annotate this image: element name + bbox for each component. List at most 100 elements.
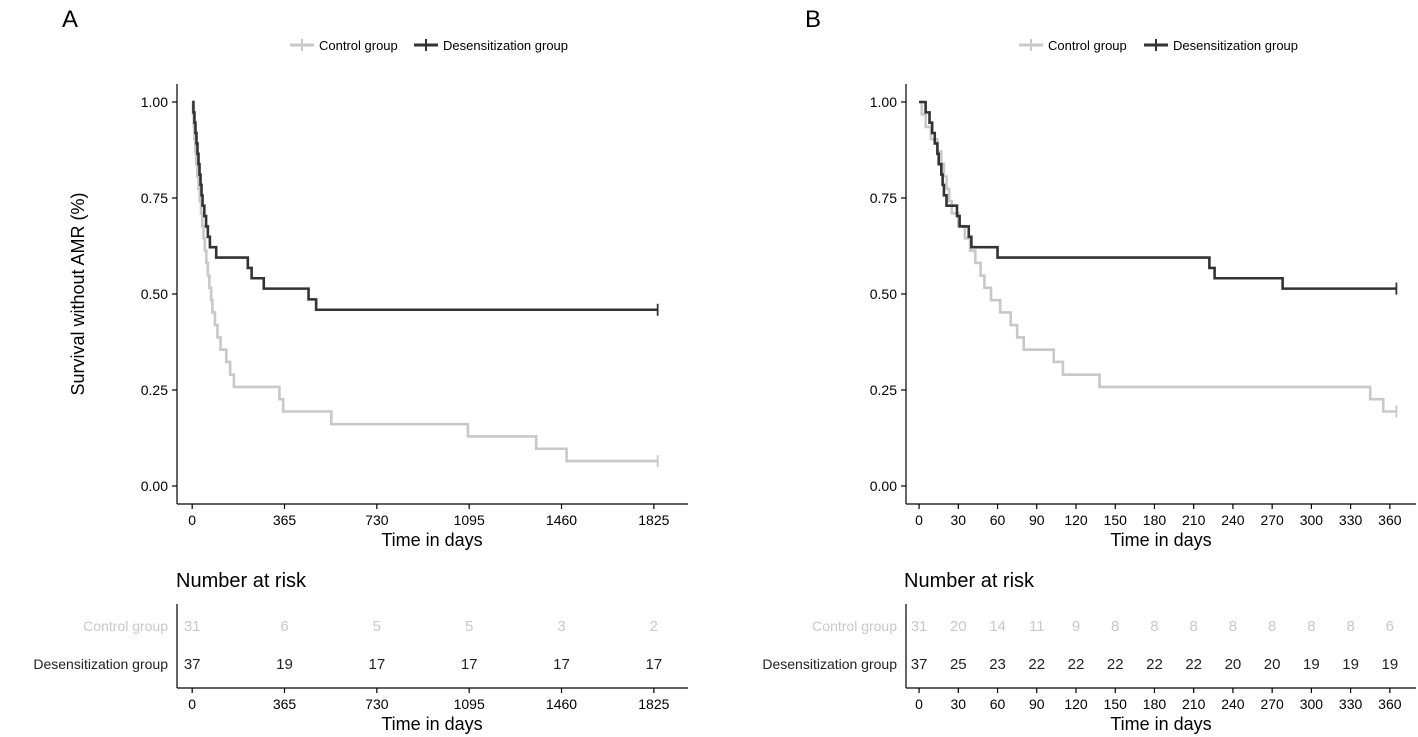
- x-tick-label: 0: [915, 512, 923, 528]
- risk-x-tick-label: 150: [1104, 696, 1128, 712]
- risk-row-label-control: Control group: [812, 618, 897, 634]
- risk-value-desensitization: 17: [461, 656, 478, 673]
- risk-value-desensitization: 22: [1146, 656, 1163, 673]
- risk-value-desensitization: 17: [646, 656, 663, 673]
- risk-value-control: 20: [950, 618, 967, 635]
- x-tick-label: 240: [1221, 512, 1245, 528]
- risk-value-desensitization: 19: [1342, 656, 1359, 673]
- risk-x-tick-label: 0: [188, 696, 196, 712]
- risk-value-desensitization: 22: [1107, 656, 1124, 673]
- risk-value-control: 6: [280, 618, 288, 635]
- y-tick-label: 0.00: [870, 478, 897, 494]
- risk-value-control: 8: [1268, 618, 1276, 635]
- risk-table: Number at risk Control group Desensitiza…: [762, 570, 1416, 734]
- survival-curves: [919, 100, 1398, 418]
- risk-value-desensitization: 22: [1028, 656, 1045, 673]
- risk-x-tick-label: 330: [1339, 696, 1363, 712]
- y-tick-label: 0.75: [870, 190, 897, 206]
- x-tick-label: 180: [1143, 512, 1167, 528]
- panel-b-legend: Control group Desensitization group: [1019, 38, 1298, 53]
- x-tick-label: 0: [188, 512, 196, 528]
- risk-row-label-desensitization: Desensitization group: [33, 656, 168, 672]
- risk-value-desensitization: 37: [184, 656, 201, 673]
- panel-a-legend: Control group Desensitization group: [290, 38, 568, 53]
- risk-value-desensitization: 22: [1185, 656, 1202, 673]
- risk-x-tick-label: 60: [990, 696, 1006, 712]
- risk-value-control: 8: [1346, 618, 1354, 635]
- x-tick-label: 60: [990, 512, 1006, 528]
- legend-label-control: Control group: [1048, 38, 1127, 53]
- y-tick-label: 1.00: [870, 94, 897, 110]
- x-tick-label: 120: [1064, 512, 1088, 528]
- x-tick-label: 330: [1339, 512, 1363, 528]
- risk-x-tick-label: 365: [273, 696, 297, 712]
- y-tick-label: 0.25: [870, 382, 897, 398]
- x-tick-label: 210: [1182, 512, 1206, 528]
- risk-table: Number at risk Control group Desensitiza…: [33, 570, 688, 734]
- y-tick-label: 0.50: [870, 286, 897, 302]
- risk-x-tick-label: 210: [1182, 696, 1206, 712]
- x-tick-label: 90: [1029, 512, 1045, 528]
- legend-label-desensitization: Desensitization group: [443, 38, 568, 53]
- y-tick-label: 0.75: [141, 190, 168, 206]
- risk-row-label-control: Control group: [83, 618, 168, 634]
- risk-value-control: 8: [1150, 618, 1158, 635]
- risk-value-control: 2: [650, 618, 658, 635]
- survival-curve-control: [919, 100, 1397, 413]
- x-axis-ticks: 0 365 730 1095 1460 1825: [188, 504, 670, 528]
- x-tick-label: 730: [365, 512, 389, 528]
- risk-table-x-axis-title: Time in days: [381, 714, 482, 734]
- risk-value-control: 9: [1072, 618, 1080, 635]
- risk-value-control: 8: [1190, 618, 1198, 635]
- survival-curve-control: [191, 100, 658, 463]
- risk-table-x-axis-title: Time in days: [1110, 714, 1211, 734]
- x-axis-title: Time in days: [381, 530, 482, 550]
- risk-value-control: 8: [1229, 618, 1237, 635]
- risk-x-tick-label: 30: [951, 696, 967, 712]
- panel-a-label: A: [62, 6, 78, 33]
- risk-x-tick-label: 180: [1143, 696, 1167, 712]
- risk-value-control: 8: [1307, 618, 1315, 635]
- legend-label-control: Control group: [319, 38, 398, 53]
- y-tick-label: 0.25: [141, 382, 168, 398]
- panel-b: B Control group Desensitization group 0.…: [762, 6, 1416, 734]
- risk-row-label-desensitization: Desensitization group: [762, 656, 897, 672]
- x-tick-label: 150: [1104, 512, 1128, 528]
- risk-value-desensitization: 20: [1264, 656, 1281, 673]
- x-axis-ticks: 0 30 60 90 120 150 180 210 240 270 300 330 360: [915, 504, 1402, 528]
- risk-x-tick-label: 1825: [638, 696, 669, 712]
- x-tick-label: 30: [951, 512, 967, 528]
- risk-x-tick-label: 240: [1221, 696, 1245, 712]
- risk-value-desensitization: 17: [369, 656, 386, 673]
- risk-value-desensitization: 19: [1303, 656, 1320, 673]
- x-tick-label: 1460: [546, 512, 577, 528]
- risk-value-desensitization: 19: [1382, 656, 1399, 673]
- risk-value-desensitization: 23: [989, 656, 1006, 673]
- risk-table-x-ticks: 0 30 60 90 120 150 180 210 240 270 300 330 360: [915, 688, 1402, 712]
- risk-x-tick-label: 360: [1378, 696, 1402, 712]
- survival-curves: [191, 100, 659, 468]
- x-tick-label: 1825: [638, 512, 669, 528]
- survival-curve-desensitization: [919, 100, 1397, 290]
- survival-curve-desensitization: [192, 100, 658, 312]
- risk-x-tick-label: 1095: [454, 696, 485, 712]
- risk-x-tick-label: 300: [1300, 696, 1324, 712]
- risk-table-title: Number at risk: [904, 570, 1035, 592]
- risk-table-title: Number at risk: [176, 570, 307, 592]
- x-axis-title: Time in days: [1110, 530, 1211, 550]
- y-tick-label: 0.00: [141, 478, 168, 494]
- y-axis-ticks: 0.00 0.25 0.50 0.75 1.00: [870, 94, 906, 494]
- y-axis-title: Survival without AMR (%): [68, 192, 88, 395]
- panel-b-label: B: [805, 6, 821, 33]
- x-tick-label: 360: [1378, 512, 1402, 528]
- risk-x-tick-label: 270: [1260, 696, 1284, 712]
- x-tick-label: 365: [273, 512, 297, 528]
- legend-label-desensitization: Desensitization group: [1173, 38, 1298, 53]
- risk-x-tick-label: 1460: [546, 696, 577, 712]
- x-tick-label: 270: [1260, 512, 1284, 528]
- panel-a: A Control group Desensitization group Su…: [33, 6, 688, 734]
- risk-x-tick-label: 730: [365, 696, 389, 712]
- risk-value-desensitization: 22: [1068, 656, 1085, 673]
- risk-value-desensitization: 20: [1225, 656, 1242, 673]
- risk-value-control: 31: [911, 618, 928, 635]
